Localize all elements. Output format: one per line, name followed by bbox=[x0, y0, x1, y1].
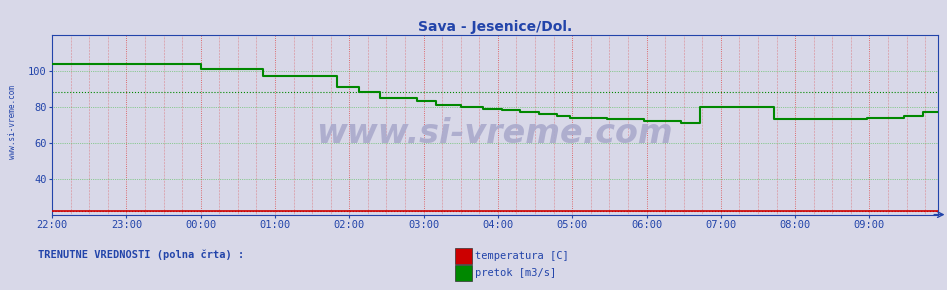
Text: pretok [m3/s]: pretok [m3/s] bbox=[475, 269, 557, 278]
Text: TRENUTNE VREDNOSTI (polna črta) :: TRENUTNE VREDNOSTI (polna črta) : bbox=[38, 250, 244, 260]
Text: www.si-vreme.com: www.si-vreme.com bbox=[316, 117, 673, 150]
Title: Sava - Jesenice/Dol.: Sava - Jesenice/Dol. bbox=[418, 20, 572, 34]
Text: temperatura [C]: temperatura [C] bbox=[475, 251, 569, 261]
Text: www.si-vreme.com: www.si-vreme.com bbox=[8, 85, 17, 159]
